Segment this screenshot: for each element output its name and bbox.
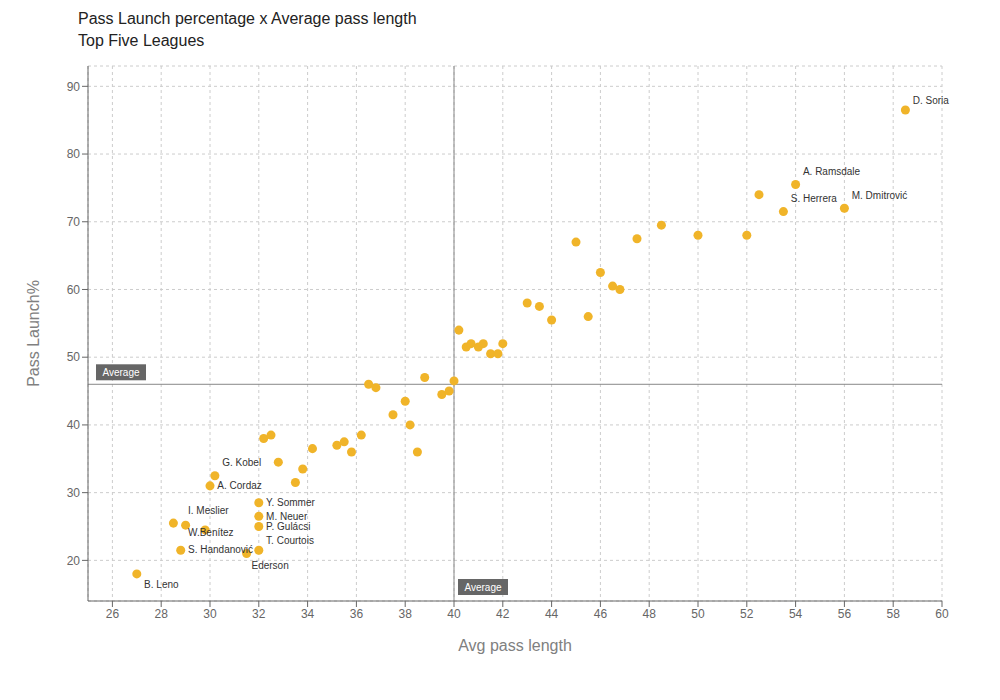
svg-text:60: 60 bbox=[935, 607, 949, 621]
svg-text:46: 46 bbox=[594, 607, 608, 621]
svg-text:A. Cordaz: A. Cordaz bbox=[217, 480, 261, 491]
svg-text:I. Meslier: I. Meslier bbox=[188, 505, 229, 516]
svg-text:50: 50 bbox=[67, 350, 81, 364]
svg-text:52: 52 bbox=[740, 607, 754, 621]
svg-text:60: 60 bbox=[67, 283, 81, 297]
svg-text:20: 20 bbox=[67, 554, 81, 568]
svg-text:80: 80 bbox=[67, 147, 81, 161]
svg-text:40: 40 bbox=[447, 607, 461, 621]
html-text:Pass Launch percentage x Avera: Pass Launch percentage x Average pass le… bbox=[78, 10, 417, 27]
svg-text:W.Benítez: W.Benítez bbox=[188, 527, 234, 538]
svg-text:P. Gulácsi: P. Gulácsi bbox=[266, 521, 310, 532]
svg-text:42: 42 bbox=[496, 607, 510, 621]
svg-text:G. Kobel: G. Kobel bbox=[222, 457, 261, 468]
svg-text:D. Soria: D. Soria bbox=[913, 95, 950, 106]
svg-text:32: 32 bbox=[252, 607, 266, 621]
svg-text:S. Handanović: S. Handanović bbox=[188, 544, 253, 555]
svg-text:48: 48 bbox=[643, 607, 657, 621]
svg-text:30: 30 bbox=[203, 607, 217, 621]
svg-text:54: 54 bbox=[789, 607, 803, 621]
svg-text:44: 44 bbox=[545, 607, 559, 621]
svg-text:36: 36 bbox=[350, 607, 364, 621]
svg-text:A. Ramsdale: A. Ramsdale bbox=[803, 166, 861, 177]
svg-text:B. Leno: B. Leno bbox=[144, 579, 179, 590]
svg-text:S. Herrera: S. Herrera bbox=[791, 193, 838, 204]
svg-text:Average: Average bbox=[464, 582, 502, 593]
svg-text:40: 40 bbox=[67, 418, 81, 432]
svg-text:58: 58 bbox=[887, 607, 901, 621]
html-text:Top Five Leagues: Top Five Leagues bbox=[78, 32, 205, 49]
svg-text:30: 30 bbox=[67, 486, 81, 500]
svg-text:34: 34 bbox=[301, 607, 315, 621]
svg-text:M. Neuer: M. Neuer bbox=[266, 510, 308, 522]
svg-text:Avg pass length: Avg pass length bbox=[458, 637, 572, 654]
svg-text:Y. Sommer: Y. Sommer bbox=[266, 497, 315, 508]
svg-text:Ederson: Ederson bbox=[251, 560, 288, 571]
svg-text:50: 50 bbox=[691, 607, 705, 621]
svg-text:Pass Launch%: Pass Launch% bbox=[25, 280, 42, 387]
svg-text:38: 38 bbox=[399, 607, 413, 621]
svg-text:90: 90 bbox=[67, 80, 81, 94]
svg-text:56: 56 bbox=[838, 607, 852, 621]
svg-text:70: 70 bbox=[67, 215, 81, 229]
svg-text:28: 28 bbox=[155, 607, 169, 621]
svg-text:T. Courtois: T. Courtois bbox=[266, 535, 314, 546]
svg-text:26: 26 bbox=[106, 607, 120, 621]
svg-text:M. Dmitrović: M. Dmitrović bbox=[852, 190, 908, 201]
svg-text:Average: Average bbox=[102, 367, 140, 378]
